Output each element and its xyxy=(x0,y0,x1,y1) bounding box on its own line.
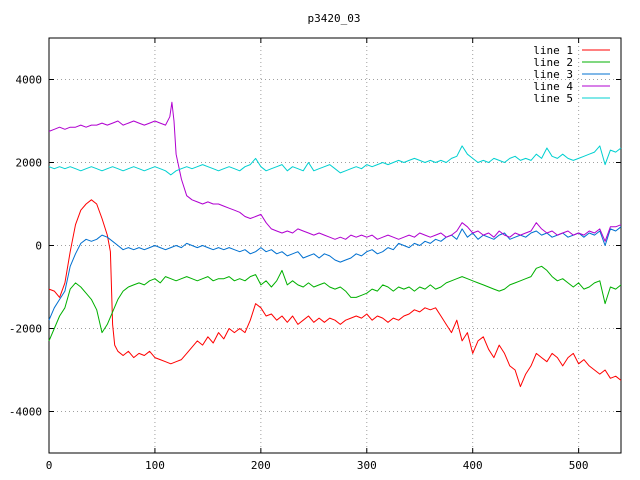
chart-title: p3420_03 xyxy=(308,12,361,25)
legend-label-3: line 3 xyxy=(533,68,573,81)
legend-label-4: line 4 xyxy=(533,80,573,93)
axes xyxy=(48,37,622,454)
series-line-3 xyxy=(48,226,622,321)
x-tick-label: 300 xyxy=(357,459,377,472)
legend-label-2: line 2 xyxy=(533,56,573,69)
y-tick-label: 0 xyxy=(35,240,42,253)
y-tick-label: -2000 xyxy=(9,323,42,336)
y-tick-label: -4000 xyxy=(9,406,42,419)
series-line-5 xyxy=(48,145,622,176)
grid-lines xyxy=(49,38,621,453)
x-tick-label: 200 xyxy=(251,459,271,472)
x-tick-label: 100 xyxy=(145,459,165,472)
x-tick-label: 400 xyxy=(463,459,483,472)
y-tick-label: 4000 xyxy=(16,74,43,87)
legend-label-1: line 1 xyxy=(533,44,573,57)
series-line-4 xyxy=(48,101,622,242)
x-tick-label: 0 xyxy=(46,459,53,472)
y-tick-label: 2000 xyxy=(16,157,43,170)
legend-label-5: line 5 xyxy=(533,92,573,105)
tick-labels: 0 100 200 300 400 500 -4000 -2000 0 2000 4000 xyxy=(9,74,589,473)
series-line-1 xyxy=(48,199,622,388)
series-line-2 xyxy=(48,265,622,342)
x-tick-label: 500 xyxy=(569,459,589,472)
plot-area xyxy=(48,101,622,388)
